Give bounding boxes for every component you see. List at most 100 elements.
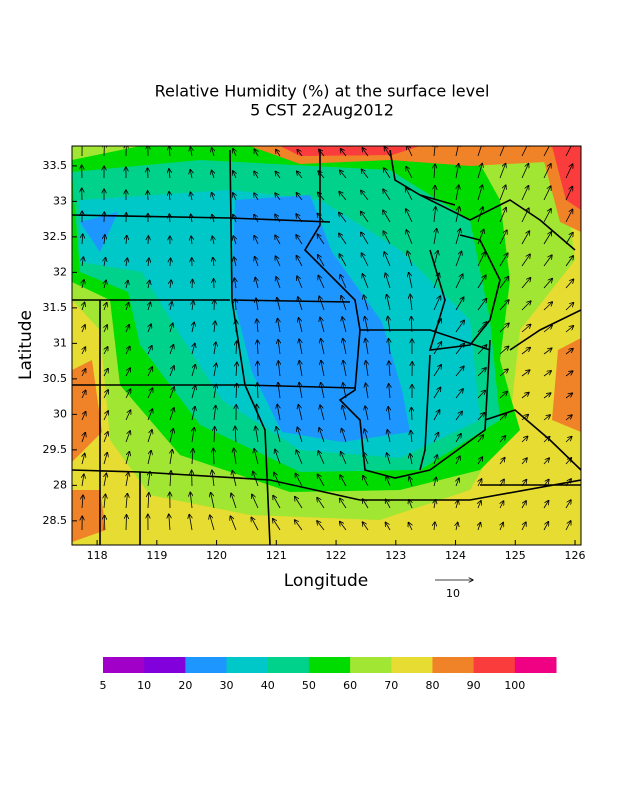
wind-vector — [277, 318, 280, 333]
wind-vector — [434, 228, 437, 245]
wind-vector — [317, 474, 325, 487]
wind-vector — [169, 514, 170, 531]
wind-vector — [169, 428, 173, 443]
wind-vector — [434, 455, 437, 465]
wind-vector — [521, 414, 528, 421]
wind-vector — [411, 407, 412, 421]
y-tick-label: 31 — [53, 336, 67, 349]
wind-vector — [277, 404, 280, 421]
wind-vector — [148, 493, 149, 509]
wind-vector — [521, 392, 529, 399]
wind-vector — [341, 451, 347, 465]
wind-vector — [434, 500, 436, 509]
wind-vector — [212, 148, 214, 157]
wind-vector — [254, 256, 258, 267]
colorbar-segment — [473, 657, 516, 673]
wind-vector — [456, 185, 459, 201]
wind-vector — [191, 236, 192, 245]
wind-vector — [343, 360, 347, 377]
wind-vector — [499, 230, 507, 245]
wind-vector — [148, 280, 150, 289]
wind-vector — [521, 347, 530, 355]
wind-vector — [275, 171, 281, 179]
wind-vector — [434, 164, 435, 179]
wind-vector — [477, 390, 485, 399]
wind-vector — [521, 185, 529, 201]
y-tick-label: 32 — [53, 265, 67, 278]
wind-vector — [192, 427, 194, 443]
wind-vector — [318, 451, 325, 465]
wind-vector — [521, 522, 526, 531]
wind-vector — [214, 321, 215, 333]
wind-vector — [125, 346, 130, 355]
wind-vector — [214, 427, 215, 443]
wind-vector — [276, 149, 281, 157]
wind-vector — [477, 413, 485, 421]
y-tick-label: 33.5 — [43, 159, 68, 172]
wind-vector — [389, 384, 390, 399]
wind-vector — [278, 382, 280, 399]
wind-vector — [499, 276, 509, 289]
wind-vector — [192, 301, 193, 311]
wind-vector — [126, 472, 129, 487]
wind-vector — [125, 368, 130, 377]
colorbar-label: 30 — [220, 679, 234, 692]
wind-vector — [277, 297, 281, 311]
wind-vector — [499, 391, 507, 399]
wind-vector — [341, 428, 347, 443]
wind-vector — [342, 405, 347, 421]
wind-vector — [125, 431, 130, 443]
wind-vector — [565, 186, 573, 201]
wind-vector — [565, 164, 573, 179]
wind-vector — [455, 434, 461, 443]
wind-vector — [104, 257, 106, 267]
wind-vector — [212, 236, 214, 245]
wind-vector — [365, 338, 368, 355]
wind-vector — [565, 415, 572, 421]
wind-vector — [317, 497, 325, 509]
wind-vector — [169, 344, 174, 355]
wind-vector — [565, 348, 573, 355]
wind-vector — [499, 323, 509, 333]
wind-vector — [212, 470, 214, 487]
wind-vector — [169, 387, 174, 399]
wind-vector — [321, 382, 325, 399]
wind-vector — [233, 236, 236, 245]
wind-vector — [543, 302, 552, 311]
wind-vector — [362, 148, 369, 157]
wind-vector — [456, 146, 459, 157]
wind-vector — [82, 495, 83, 509]
wind-vector — [499, 436, 506, 443]
wind-vector — [82, 302, 85, 311]
wind-vector — [455, 229, 460, 245]
wind-vector — [278, 361, 280, 377]
x-tick-label: 126 — [565, 549, 586, 562]
wind-vector — [125, 410, 131, 421]
wind-vector — [389, 361, 390, 377]
wind-vector — [478, 501, 481, 509]
wind-vector — [499, 253, 508, 267]
y-tick-label: 30 — [53, 407, 67, 420]
wind-vector — [339, 254, 347, 267]
wind-vector — [543, 393, 551, 399]
wind-vector — [192, 279, 193, 289]
colorbar-label: 50 — [302, 679, 316, 692]
wind-vector — [254, 193, 259, 201]
wind-vector — [477, 435, 484, 443]
wind-vector — [384, 252, 391, 267]
wind-vector — [126, 515, 127, 531]
wind-vector — [82, 474, 84, 487]
wind-vector — [455, 366, 464, 377]
wind-vector — [254, 214, 259, 223]
wind-vector — [364, 429, 369, 443]
wind-vector — [82, 234, 83, 245]
wind-vector — [499, 185, 506, 201]
wind-vector — [434, 477, 436, 487]
wind-vector — [339, 212, 347, 223]
wind-vector — [521, 324, 531, 333]
wind-vector — [275, 193, 281, 201]
wind-vector — [477, 185, 482, 201]
wind-vector — [521, 208, 529, 223]
wind-vector — [543, 371, 551, 377]
contour-fill — [80, 195, 410, 442]
